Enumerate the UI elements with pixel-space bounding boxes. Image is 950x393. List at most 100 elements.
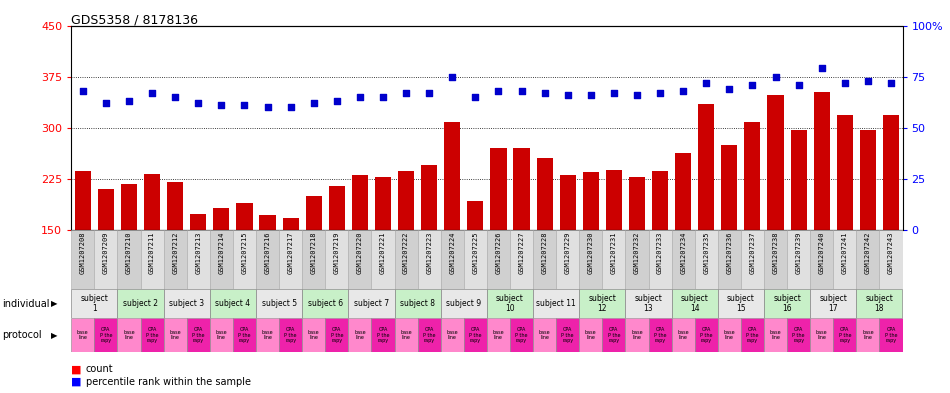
Text: CPA
P the
rapy: CPA P the rapy (331, 327, 343, 343)
Point (884, 80, 899, 86)
Text: base
line: base line (631, 330, 643, 340)
Text: GSM1207213: GSM1207213 (196, 231, 201, 274)
Point (330, 98, 345, 104)
Bar (94, 230, 118, 289)
Bar (371, 318, 394, 352)
Bar (672, 289, 718, 318)
Bar (810, 318, 833, 352)
Bar (625, 230, 649, 289)
Text: base
line: base line (354, 330, 366, 340)
Text: ▶: ▶ (51, 299, 57, 308)
Point (167, 94, 182, 100)
Bar (510, 230, 533, 289)
Text: GSM1207208: GSM1207208 (80, 231, 86, 274)
Point (191, 100, 206, 107)
Bar (856, 289, 902, 318)
Bar (325, 318, 349, 352)
Text: subject 11: subject 11 (536, 299, 576, 308)
Point (467, 94, 483, 100)
Point (237, 102, 252, 108)
Text: subject 8: subject 8 (400, 299, 435, 308)
Bar (625, 289, 672, 318)
Text: GSM1207237: GSM1207237 (750, 231, 755, 274)
Point (653, 90, 668, 96)
Bar (349, 289, 394, 318)
Text: GSM1207223: GSM1207223 (427, 231, 432, 274)
Text: CPA
P the
rapy: CPA P the rapy (654, 327, 666, 343)
Bar (556, 318, 580, 352)
Bar (652, 171, 668, 332)
Point (791, 82, 807, 88)
Text: GSM1207220: GSM1207220 (357, 231, 363, 274)
Point (144, 90, 160, 96)
Text: base
line: base line (216, 330, 227, 340)
Text: ■: ■ (71, 377, 82, 387)
Text: subject
12: subject 12 (588, 294, 617, 313)
Bar (233, 318, 256, 352)
Text: CPA
P the
rapy: CPA P the rapy (145, 327, 159, 343)
Text: GSM1207225: GSM1207225 (472, 231, 479, 274)
Bar (94, 318, 118, 352)
Text: subject 5: subject 5 (261, 299, 296, 308)
Bar (833, 230, 856, 289)
Bar (741, 318, 764, 352)
Bar (418, 318, 441, 352)
Text: GSM1207230: GSM1207230 (588, 231, 594, 274)
Bar (302, 230, 325, 289)
Text: CPA
P the
rapy: CPA P the rapy (377, 327, 390, 343)
Point (606, 90, 621, 96)
Bar (768, 95, 784, 332)
Text: base
line: base line (446, 330, 458, 340)
Text: protocol: protocol (2, 330, 42, 340)
Text: GSM1207218: GSM1207218 (311, 231, 316, 274)
Bar (787, 318, 810, 352)
Bar (118, 230, 141, 289)
Text: base
line: base line (585, 330, 597, 340)
Bar (213, 208, 229, 332)
Text: GSM1207235: GSM1207235 (703, 231, 710, 274)
Bar (141, 318, 163, 352)
Point (837, 80, 852, 86)
Text: CPA
P the
rapy: CPA P the rapy (423, 327, 435, 343)
Point (491, 88, 506, 94)
Bar (163, 318, 187, 352)
Text: GSM1207236: GSM1207236 (727, 231, 732, 274)
Text: subject
17: subject 17 (819, 294, 847, 313)
Bar (649, 318, 672, 352)
Point (398, 90, 413, 96)
Bar (71, 318, 94, 352)
Bar (513, 148, 529, 332)
Text: GSM1207231: GSM1207231 (611, 231, 617, 274)
Text: subject 3: subject 3 (169, 299, 204, 308)
Text: GSM1207214: GSM1207214 (218, 231, 224, 274)
Bar (441, 318, 464, 352)
Bar (75, 171, 91, 332)
Text: base
line: base line (862, 330, 874, 340)
Bar (741, 230, 764, 289)
Text: subject
16: subject 16 (773, 294, 801, 313)
Bar (210, 230, 233, 289)
Bar (421, 165, 437, 332)
Text: base
line: base line (77, 330, 88, 340)
Point (352, 94, 368, 100)
Bar (259, 215, 276, 332)
Bar (441, 230, 464, 289)
Text: base
line: base line (724, 330, 735, 340)
Bar (394, 230, 418, 289)
Text: CPA
P the
rapy: CPA P the rapy (100, 327, 112, 343)
Bar (167, 182, 183, 332)
Text: base
line: base line (816, 330, 827, 340)
Bar (187, 318, 210, 352)
Text: subject 6: subject 6 (308, 299, 343, 308)
Bar (718, 230, 741, 289)
Text: GSM1207229: GSM1207229 (564, 231, 571, 274)
Bar (625, 318, 649, 352)
Bar (810, 289, 856, 318)
Bar (464, 318, 486, 352)
Text: subject
1: subject 1 (81, 294, 108, 313)
Point (445, 73, 460, 80)
Bar (837, 116, 853, 332)
Point (283, 104, 298, 110)
Bar (375, 177, 391, 332)
Text: GSM1207221: GSM1207221 (380, 231, 386, 274)
